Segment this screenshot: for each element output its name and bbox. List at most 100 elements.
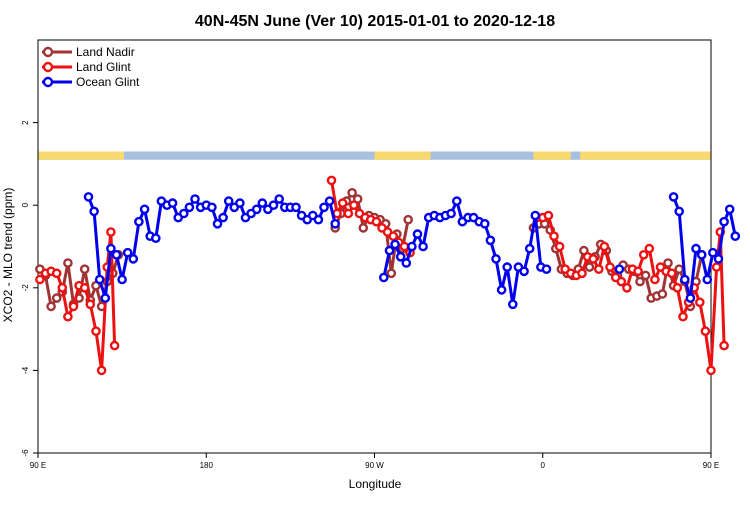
data-point <box>291 202 301 213</box>
axes: 90 E 180 90 W 0 90 E-6-4-202 <box>21 39 719 470</box>
data-point <box>100 293 111 303</box>
data-point <box>594 264 604 275</box>
data-point <box>94 274 105 285</box>
data-point <box>257 198 268 208</box>
y-tick-label: -4 <box>21 366 30 374</box>
x-tick-label: 90 W <box>365 461 384 470</box>
data-point <box>184 202 195 213</box>
land-sea-band <box>38 151 711 160</box>
data-point <box>711 262 722 272</box>
data-point <box>388 231 399 241</box>
land-band-segment <box>112 151 124 160</box>
legend-label: Land Nadir <box>76 45 135 59</box>
data-point <box>386 268 397 279</box>
legend-marker <box>42 46 54 58</box>
data-point <box>313 214 324 225</box>
data-point <box>657 289 668 299</box>
data-point <box>167 198 178 208</box>
y-tick-label: -2 <box>21 284 30 292</box>
data-point <box>337 198 348 208</box>
plot-frame <box>37 39 712 454</box>
data-point <box>577 268 587 279</box>
data-point <box>584 262 595 272</box>
data-point <box>212 218 223 229</box>
data-point <box>599 241 610 252</box>
legend-marker <box>42 76 54 88</box>
series-line <box>537 214 726 372</box>
data-point <box>650 274 660 285</box>
data-point <box>178 208 189 219</box>
data-point <box>83 192 94 202</box>
data-point <box>358 223 369 233</box>
x-tick-label: 90 E <box>703 461 719 470</box>
data-point <box>678 311 688 322</box>
data-point <box>451 196 462 206</box>
y-tick-label: 2 <box>21 120 30 125</box>
data-point <box>502 262 513 272</box>
data-point <box>588 254 599 264</box>
data-point <box>109 340 120 351</box>
data-point <box>549 231 559 241</box>
legend-label: Ocean Glint <box>76 75 140 89</box>
data-point <box>122 247 133 258</box>
data-point <box>663 258 673 268</box>
data-point <box>672 282 683 293</box>
data-point <box>730 231 741 241</box>
data-point <box>218 212 228 223</box>
data-point <box>190 194 200 204</box>
data-point <box>46 301 56 312</box>
data-point <box>251 204 262 215</box>
data-point <box>614 264 625 275</box>
data-point <box>702 274 713 285</box>
x-tick-label: 180 <box>200 461 214 470</box>
data-point <box>543 210 554 221</box>
data-point <box>616 276 627 287</box>
data-point <box>324 196 335 206</box>
chart-title: 40N-45N June (Ver 10) 2015-01-01 to 2020… <box>195 13 555 30</box>
data-point <box>685 293 696 303</box>
data-point <box>347 187 357 198</box>
data-point <box>674 206 685 217</box>
series-land-glint <box>35 175 729 376</box>
data-point <box>418 241 428 252</box>
data-point <box>57 282 68 293</box>
land-band-segment <box>38 151 113 160</box>
data-point <box>51 268 62 279</box>
data-point <box>605 262 615 272</box>
land-band-segment <box>374 151 431 160</box>
data-point <box>666 268 677 279</box>
data-point <box>479 218 490 229</box>
data-point <box>326 175 337 186</box>
data-point <box>412 229 423 239</box>
data-point <box>622 282 632 293</box>
legend-marker <box>42 61 54 73</box>
data-point <box>640 270 651 281</box>
data-point <box>700 326 711 337</box>
data-point <box>268 200 279 210</box>
data-point <box>139 204 150 215</box>
land-band-segment <box>533 151 571 160</box>
legend-item: Land Nadir <box>42 45 135 59</box>
data-point <box>63 311 73 322</box>
data-point <box>378 272 389 283</box>
data-point <box>134 216 144 227</box>
data-point <box>696 249 707 260</box>
legend-item: Ocean Glint <box>42 75 140 89</box>
x-tick-label: 0 <box>541 461 546 470</box>
data-point <box>274 194 285 204</box>
data-point <box>384 245 395 256</box>
data-point <box>207 202 217 213</box>
data-point <box>541 264 552 275</box>
data-point <box>106 243 116 254</box>
data-point <box>403 214 414 225</box>
data-point <box>668 192 679 202</box>
data-point <box>85 299 96 310</box>
y-axis-label: XCO2 - MLO trend (ppm) <box>1 188 15 323</box>
x-axis-label: Longitude <box>349 477 402 491</box>
data-point <box>691 243 701 254</box>
data-point <box>330 218 341 229</box>
legend-item: Land Glint <box>42 60 131 74</box>
data-point <box>79 264 90 275</box>
